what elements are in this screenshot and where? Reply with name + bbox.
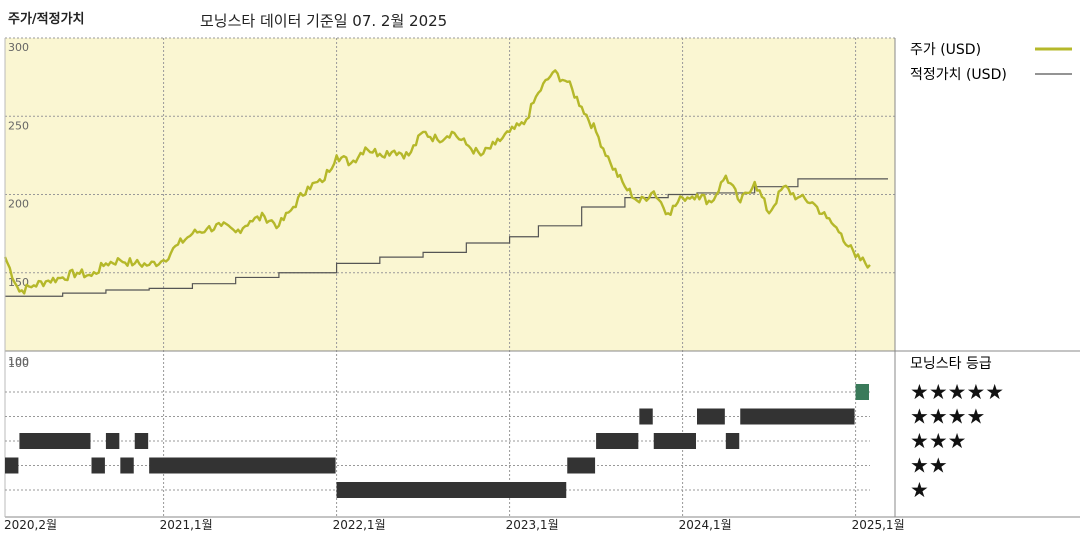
chart-title: 주가/적정가치 xyxy=(8,12,85,27)
rating-bar-segment xyxy=(336,482,567,498)
rating-row-label: ★ xyxy=(910,478,929,502)
rating-bar-segment xyxy=(740,408,855,425)
fair-value-line xyxy=(5,178,888,297)
rating-row-label: ★★★★ xyxy=(910,405,985,429)
rating-bar-segment xyxy=(5,457,19,474)
rating-bars xyxy=(5,384,869,498)
rating-bar-segment xyxy=(639,408,653,425)
price-line xyxy=(3,69,871,295)
x-axis-ticks: 2020,2월 2021,1월 2022,1월 2023,1월 2024,1월 2025,… xyxy=(4,518,905,532)
y-tick-label: 200 xyxy=(8,198,29,211)
rating-bar-segment xyxy=(105,433,120,449)
rating-bar-segment xyxy=(149,457,336,474)
x-tick-label: 2020,2월 xyxy=(4,518,57,532)
y-tick-label: 100 xyxy=(8,355,29,368)
rating-bar-segment xyxy=(653,433,696,449)
rating-bar-segment xyxy=(19,433,91,449)
y-tick-label: 300 xyxy=(8,41,29,54)
horizontal-grid xyxy=(5,37,895,274)
y-tick-label: 250 xyxy=(8,119,29,132)
rating-row-label: ★★★★★ xyxy=(910,380,1004,404)
rating-bar-segment xyxy=(567,457,596,474)
x-tick-label: 2023,1월 xyxy=(506,518,559,532)
rating-bar-segment xyxy=(725,433,740,449)
x-tick-label: 2024,1월 xyxy=(679,518,732,532)
rating-panel-title: 모닝스타 등급 xyxy=(910,356,992,372)
rating-row-label: ★★★ xyxy=(910,429,966,453)
rating-bar-segment xyxy=(91,457,105,474)
chart-subtitle: 모닝스타 데이터 기준일 07. 2월 2025 xyxy=(200,12,448,30)
rating-row-label: ★★ xyxy=(910,454,948,478)
legend-price-label: 주가 (USD) xyxy=(910,42,981,58)
x-tick-label: 2022,1월 xyxy=(333,518,386,532)
rating-bar-segment xyxy=(134,433,149,449)
rating-grid: 100 모닝스타 등급 xyxy=(5,356,992,491)
rating-bar-segment xyxy=(697,408,725,425)
x-tick-label: 2021,1월 xyxy=(160,518,213,532)
rating-star-labels: ★★★★★★★★★★★★★★★ xyxy=(910,380,1004,502)
legend: 주가 (USD) 적정가치 (USD) xyxy=(910,42,1072,83)
rating-bar-segment xyxy=(120,457,134,474)
rating-axis-tick: 100 xyxy=(8,357,29,370)
legend-fair-value-label: 적정가치 (USD) xyxy=(910,67,1007,83)
x-tick-label: 2025,1월 xyxy=(852,518,905,532)
rating-bar-segment xyxy=(855,384,869,400)
rating-bar-segment xyxy=(596,433,639,449)
